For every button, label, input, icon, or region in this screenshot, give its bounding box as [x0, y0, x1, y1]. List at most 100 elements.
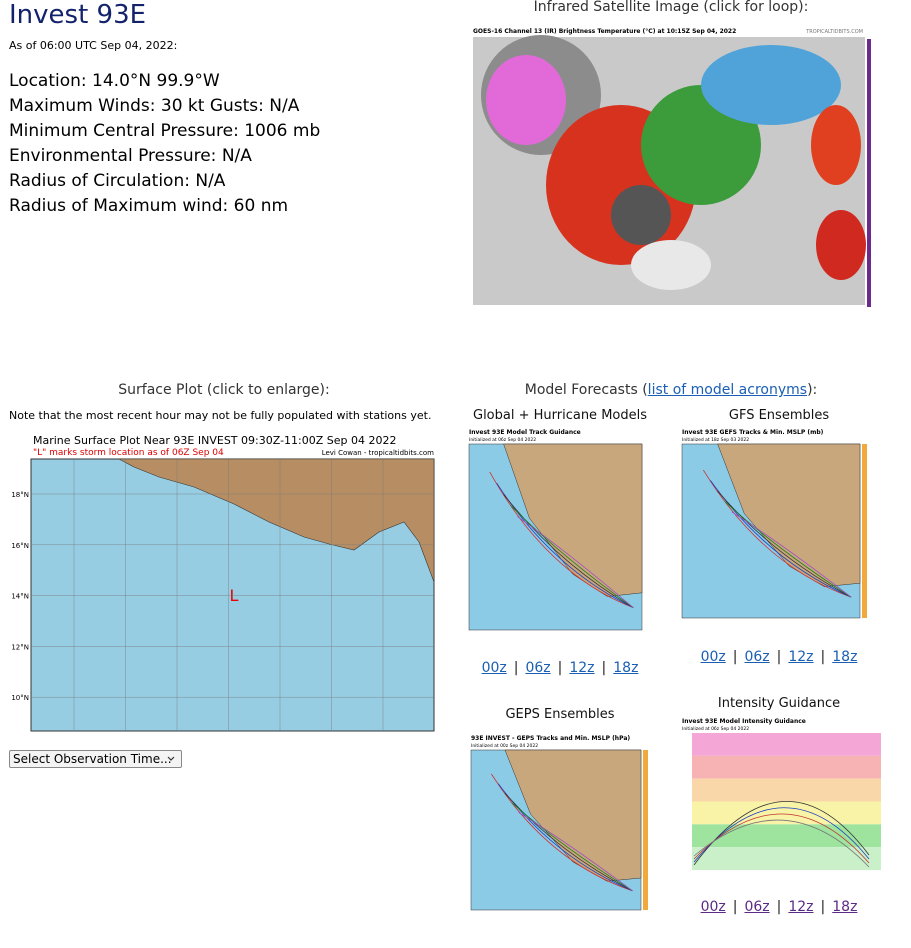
storm-title: Invest 93E [9, 0, 147, 30]
as-of: As of 06:00 UTC Sep 04, 2022: [9, 39, 178, 52]
panel-title: GEPS Ensembles [505, 707, 615, 722]
track [510, 505, 634, 609]
image-title: Invest 93E GEFS Tracks & Min. MSLP (mb) [682, 429, 824, 436]
track [724, 501, 852, 598]
acronyms-link[interactable]: list of model acronyms [647, 382, 808, 398]
image-subtitle: Initialized at 06z Sep 04 2022 [682, 726, 749, 732]
track [511, 802, 633, 892]
model-image[interactable]: Invest 93E Model Intensity GuidanceIniti… [680, 716, 881, 883]
detail-line: Environmental Pressure: N/A [9, 146, 252, 166]
colorbar [644, 444, 649, 630]
detail-line: Radius of Maximum wind: 60 nm [9, 196, 289, 216]
surface-note: Note that the most recent hour may not b… [9, 409, 432, 422]
track [717, 490, 852, 598]
select-arrow [167, 756, 175, 761]
image-subtitle: Initialized at 18z Sep 03 2022 [682, 437, 749, 443]
model-image[interactable]: Invest 93E GEFS Tracks & Min. MSLP (mb)I… [680, 427, 872, 631]
run-link[interactable]: 06z [744, 649, 770, 665]
colorbar [867, 39, 871, 307]
colorbar [862, 444, 867, 618]
model-image[interactable]: Invest 93E Model Track GuidanceInitializ… [467, 427, 654, 643]
intensity-band [692, 778, 881, 802]
lat-label: 16°N [11, 542, 29, 550]
run-link[interactable]: 18z [832, 899, 858, 915]
colorbar [643, 750, 648, 910]
model-image[interactable]: 93E INVEST - GEPS Tracks and Min. MSLP (… [469, 733, 653, 923]
run-link[interactable]: 12z [788, 649, 814, 665]
link-separator: | [776, 649, 782, 665]
ir-cloud [816, 210, 866, 280]
ir-cloud [631, 240, 711, 290]
lat-label: 14°N [11, 593, 29, 601]
link-separator: | [732, 899, 738, 915]
ir-cloud [811, 105, 861, 185]
run-link[interactable]: 00z [700, 649, 726, 665]
caption-text: ): [807, 382, 818, 398]
track [518, 812, 633, 892]
intensity-band [692, 733, 881, 756]
caption-text: Model Forecasts ( [524, 382, 648, 398]
lat-label: 10°N [11, 694, 29, 702]
lat-label: 18°N [11, 491, 29, 499]
panel-title: GFS Ensembles [728, 408, 830, 423]
detail-line: Location: 14.0°N 99.9°W [9, 71, 220, 91]
track [504, 792, 633, 892]
run-link[interactable]: 18z [832, 649, 858, 665]
run-links: 00z | 06z | 12z | 18z [701, 899, 858, 915]
image-title: 93E INVEST - GEPS Tracks and Min. MSLP (… [471, 735, 630, 742]
observation-select[interactable]: Select Observation Time... [9, 750, 182, 768]
intensity-curve [693, 819, 870, 868]
ir-cloud [611, 185, 671, 245]
track [489, 471, 634, 609]
run-link[interactable]: 12z [788, 899, 814, 915]
satellite-caption: Infrared Satellite Image (click for loop… [533, 0, 809, 15]
land [118, 458, 435, 583]
intensity-band [692, 847, 881, 870]
link-separator: | [820, 649, 826, 665]
satellite-image[interactable]: GOES-16 Channel 13 (IR) Brightness Tempe… [471, 25, 871, 321]
surface-plot[interactable]: Marine Surface Plot Near 93E INVEST 09:3… [9, 432, 436, 733]
run-link[interactable]: 06z [525, 660, 551, 676]
run-links: 00z | 06z | 12z | 18z [482, 660, 639, 676]
detail-line: Radius of Circulation: N/A [9, 171, 226, 191]
panel-title: Intensity Guidance [717, 696, 841, 711]
intensity-band [692, 755, 881, 779]
image-credit: Levi Cowan - tropicaltidbits.com [322, 449, 434, 457]
panel-title: Global + Hurricane Models [472, 408, 648, 423]
model-caption: Model Forecasts (list of model acronyms)… [525, 382, 818, 398]
image-credit: TROPICALTIDBITS.COM [805, 29, 863, 35]
link-separator: | [601, 660, 607, 676]
link-separator: | [732, 649, 738, 665]
image-title: Invest 93E Model Track Guidance [469, 429, 581, 436]
image-subtitle: "L" marks storm location as of 06Z Sep 0… [33, 448, 224, 458]
track [731, 511, 852, 598]
ir-cloud [486, 55, 566, 145]
land [503, 443, 643, 597]
image-subtitle: Initialized at 00z Sep 04 2022 [471, 743, 538, 749]
run-link[interactable]: 12z [569, 660, 595, 676]
lat-label: 12°N [11, 643, 29, 651]
detail-line: Minimum Central Pressure: 1006 mb [9, 121, 321, 141]
land [504, 749, 642, 882]
image-title: GOES-16 Channel 13 (IR) Brightness Tempe… [473, 28, 736, 35]
track [491, 773, 633, 892]
run-links: 00z | 06z | 12z | 18z [701, 649, 858, 665]
detail-line: Maximum Winds: 30 kt Gusts: N/A [9, 96, 300, 116]
intensity-band [692, 824, 881, 848]
track [703, 469, 852, 598]
land [717, 443, 861, 587]
surface-caption: Surface Plot (click to enlarge): [118, 382, 330, 398]
link-separator: | [820, 899, 826, 915]
track [503, 493, 634, 609]
run-link[interactable]: 18z [613, 660, 639, 676]
image-subtitle: Initialized at 06z Sep 04 2022 [469, 437, 536, 443]
track [517, 516, 634, 608]
run-link[interactable]: 06z [744, 899, 770, 915]
run-link[interactable]: 00z [700, 899, 726, 915]
link-separator: | [557, 660, 563, 676]
ir-cloud [701, 45, 841, 125]
image-title: Marine Surface Plot Near 93E INVEST 09:3… [33, 434, 396, 447]
link-separator: | [513, 660, 519, 676]
run-link[interactable]: 00z [481, 660, 507, 676]
